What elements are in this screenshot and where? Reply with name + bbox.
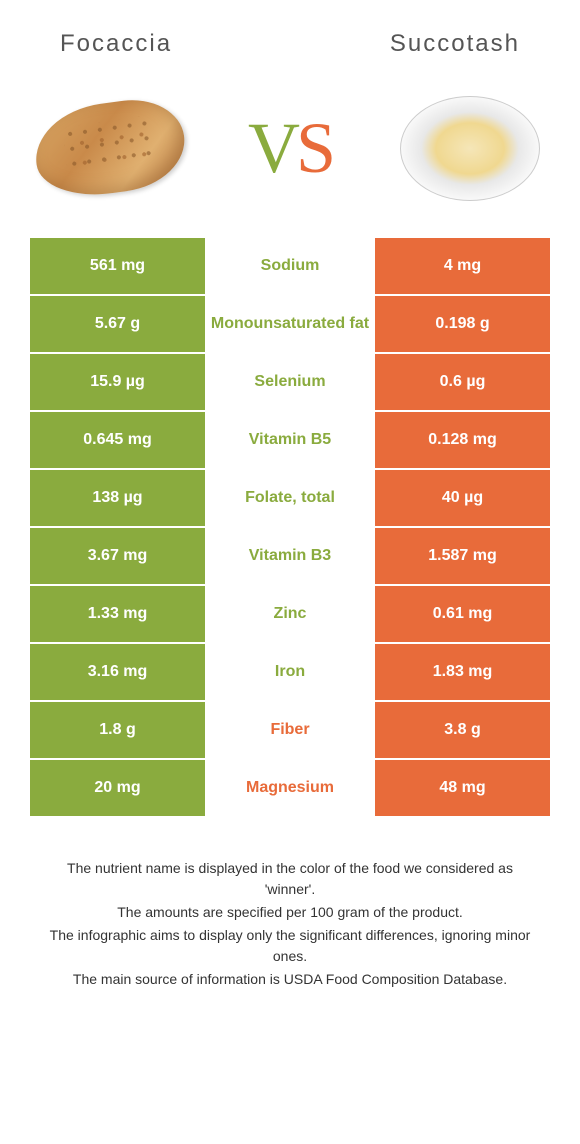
food1-value: 15.9 µg bbox=[30, 354, 205, 410]
footer-line-4: The main source of information is USDA F… bbox=[40, 969, 540, 990]
footer-line-2: The amounts are specified per 100 gram o… bbox=[40, 902, 540, 923]
food1-image bbox=[30, 88, 190, 208]
food1-value: 1.8 g bbox=[30, 702, 205, 758]
nutrient-label: Iron bbox=[205, 644, 375, 700]
nutrient-label: Monounsaturated fat bbox=[205, 296, 375, 352]
table-row: 3.67 mgVitamin B31.587 mg bbox=[30, 528, 550, 584]
food2-value: 1.83 mg bbox=[375, 644, 550, 700]
table-row: 138 µgFolate, total40 µg bbox=[30, 470, 550, 526]
table-row: 0.645 mgVitamin B50.128 mg bbox=[30, 412, 550, 468]
nutrient-label: Vitamin B3 bbox=[205, 528, 375, 584]
table-row: 561 mgSodium4 mg bbox=[30, 238, 550, 294]
nutrient-label: Zinc bbox=[205, 586, 375, 642]
food2-value: 40 µg bbox=[375, 470, 550, 526]
focaccia-icon bbox=[29, 93, 190, 203]
nutrient-label: Selenium bbox=[205, 354, 375, 410]
table-row: 3.16 mgIron1.83 mg bbox=[30, 644, 550, 700]
footer-notes: The nutrient name is displayed in the co… bbox=[0, 818, 580, 990]
vs-s: S bbox=[296, 108, 332, 188]
food2-value: 3.8 g bbox=[375, 702, 550, 758]
food2-title: Succotash bbox=[290, 30, 540, 58]
food1-value: 0.645 mg bbox=[30, 412, 205, 468]
food1-value: 3.67 mg bbox=[30, 528, 205, 584]
table-row: 5.67 gMonounsaturated fat0.198 g bbox=[30, 296, 550, 352]
infographic-container: Focaccia Succotash VS 561 mgSodium4 mg5.… bbox=[0, 0, 580, 990]
succotash-icon bbox=[400, 96, 540, 201]
food1-value: 5.67 g bbox=[30, 296, 205, 352]
food1-value: 3.16 mg bbox=[30, 644, 205, 700]
food1-value: 1.33 mg bbox=[30, 586, 205, 642]
food2-value: 0.128 mg bbox=[375, 412, 550, 468]
food1-title: Focaccia bbox=[40, 30, 290, 58]
vs-label: VS bbox=[248, 107, 332, 190]
food2-value: 4 mg bbox=[375, 238, 550, 294]
nutrient-label: Fiber bbox=[205, 702, 375, 758]
titles-row: Focaccia Succotash bbox=[0, 0, 580, 68]
table-row: 1.8 gFiber3.8 g bbox=[30, 702, 550, 758]
images-row: VS bbox=[0, 68, 580, 238]
food1-value: 138 µg bbox=[30, 470, 205, 526]
food2-value: 1.587 mg bbox=[375, 528, 550, 584]
footer-line-1: The nutrient name is displayed in the co… bbox=[40, 858, 540, 900]
food1-value: 561 mg bbox=[30, 238, 205, 294]
food2-value: 48 mg bbox=[375, 760, 550, 816]
footer-line-3: The infographic aims to display only the… bbox=[40, 925, 540, 967]
table-row: 1.33 mgZinc0.61 mg bbox=[30, 586, 550, 642]
nutrient-table: 561 mgSodium4 mg5.67 gMonounsaturated fa… bbox=[0, 238, 580, 816]
table-row: 20 mgMagnesium48 mg bbox=[30, 760, 550, 816]
food1-value: 20 mg bbox=[30, 760, 205, 816]
nutrient-label: Sodium bbox=[205, 238, 375, 294]
nutrient-label: Magnesium bbox=[205, 760, 375, 816]
food2-value: 0.198 g bbox=[375, 296, 550, 352]
table-row: 15.9 µgSelenium0.6 µg bbox=[30, 354, 550, 410]
vs-v: V bbox=[248, 108, 296, 188]
nutrient-label: Folate, total bbox=[205, 470, 375, 526]
nutrient-label: Vitamin B5 bbox=[205, 412, 375, 468]
food2-image bbox=[390, 88, 550, 208]
food2-value: 0.61 mg bbox=[375, 586, 550, 642]
food2-value: 0.6 µg bbox=[375, 354, 550, 410]
